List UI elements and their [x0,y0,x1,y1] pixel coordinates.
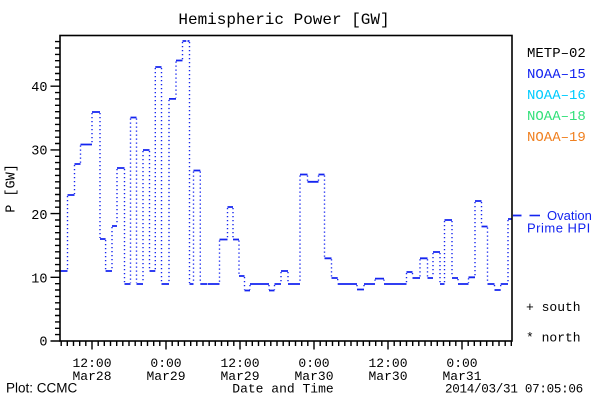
svg-text:0:00: 0:00 [446,356,477,371]
svg-text:METP–02: METP–02 [527,46,586,62]
svg-text:Mar30: Mar30 [368,369,407,384]
svg-text:Plot: CCMC: Plot: CCMC [6,381,78,396]
svg-text:NOAA–15: NOAA–15 [527,67,586,83]
svg-text:NOAA–18: NOAA–18 [527,109,586,125]
svg-text:0:00: 0:00 [298,356,329,371]
svg-text:2014/03/31 07:05:06: 2014/03/31 07:05:06 [445,383,583,397]
svg-text:Date and Time: Date and Time [232,382,333,397]
svg-text:30: 30 [31,145,47,160]
svg-text:40: 40 [31,81,47,96]
svg-text:NOAA–16: NOAA–16 [527,88,586,104]
svg-text:NOAA–19: NOAA–19 [527,130,586,146]
svg-text:Ovation: Ovation [547,208,592,223]
svg-text:0:00: 0:00 [150,356,181,371]
svg-text:* north: * north [526,331,581,346]
svg-text:P [GW]: P [GW] [5,164,20,213]
svg-text:Mar30: Mar30 [294,369,333,384]
svg-text:Mar29: Mar29 [146,369,185,384]
svg-text:12:00: 12:00 [368,356,407,371]
svg-text:+ south: + south [526,300,581,315]
svg-text:20: 20 [31,209,47,224]
svg-text:Mar28: Mar28 [72,369,111,384]
svg-text:Mar31: Mar31 [442,369,481,384]
svg-text:12:00: 12:00 [72,356,111,371]
svg-text:10: 10 [31,273,47,288]
svg-text:Hemispheric Power [GW]: Hemispheric Power [GW] [178,11,389,29]
svg-text:Prime HPI: Prime HPI [527,221,591,236]
svg-text:0: 0 [39,336,47,351]
svg-text:12:00: 12:00 [220,356,259,371]
svg-text:Mar29: Mar29 [220,369,259,384]
